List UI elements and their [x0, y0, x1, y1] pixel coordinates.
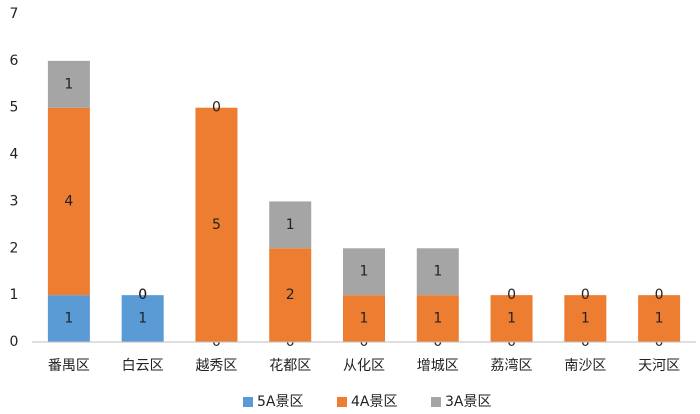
bar-segment: [564, 295, 607, 342]
x-tick-label: 花都区: [269, 358, 311, 374]
data-label: 2: [286, 287, 295, 303]
y-tick-label: 7: [10, 6, 19, 22]
bar-segment: [343, 248, 385, 296]
data-label: 1: [286, 217, 295, 233]
legend-label: 5A景区: [257, 394, 303, 410]
y-tick-label: 5: [10, 100, 19, 116]
legend-swatch: [243, 397, 253, 407]
bar-segment: [269, 201, 312, 249]
data-label: 1: [64, 311, 73, 327]
x-tick-label: 南沙区: [564, 358, 606, 374]
x-tick-label: 天河区: [638, 358, 680, 374]
data-label: 0: [655, 287, 664, 303]
y-tick-label: 2: [10, 240, 19, 256]
data-label: 1: [360, 311, 369, 327]
bar-segment: [195, 107, 238, 342]
data-label: 0: [138, 287, 147, 303]
x-tick-label: 番禺区: [48, 358, 90, 374]
data-label: 0: [507, 287, 516, 303]
y-tick-label: 4: [10, 147, 19, 163]
bar-segment: [121, 295, 164, 342]
y-tick-label: 3: [10, 193, 19, 209]
y-tick-label: 1: [10, 287, 19, 303]
x-tick-label: 越秀区: [195, 358, 237, 374]
data-label: 1: [360, 264, 369, 280]
data-label: 1: [655, 311, 664, 327]
bar-segment: [416, 248, 459, 296]
legend-swatch: [431, 397, 441, 407]
data-label: 1: [507, 311, 516, 327]
bar-segment: [638, 295, 681, 342]
x-tick-label: 从化区: [343, 358, 385, 374]
data-label: 0: [138, 287, 147, 303]
bar-segment: [416, 295, 459, 342]
data-label: 1: [581, 311, 590, 327]
legend-swatch: [337, 397, 347, 407]
x-tick-label: 荔湾区: [491, 357, 533, 374]
data-label: 1: [433, 264, 442, 280]
bar-segment: [47, 107, 90, 296]
data-label: 1: [433, 311, 442, 327]
bar-segment: [269, 248, 312, 342]
x-tick-label: 白云区: [122, 358, 164, 374]
bar-segment: [47, 60, 90, 108]
data-label: 0: [581, 287, 590, 303]
bar-segment: [343, 295, 385, 342]
bar-segment: [47, 295, 90, 342]
data-label: 4: [64, 193, 73, 209]
data-label: 1: [138, 311, 147, 327]
x-tick-label: 增城区: [417, 358, 459, 374]
data-label: 0: [212, 100, 221, 116]
legend-label: 4A景区: [351, 394, 397, 410]
legend-label: 3A景区: [445, 394, 491, 410]
data-label: 1: [64, 76, 73, 92]
y-tick-label: 6: [10, 53, 19, 69]
y-tick-label: 0: [10, 334, 19, 350]
bar-segment: [490, 295, 533, 342]
data-label: 5: [212, 217, 221, 233]
